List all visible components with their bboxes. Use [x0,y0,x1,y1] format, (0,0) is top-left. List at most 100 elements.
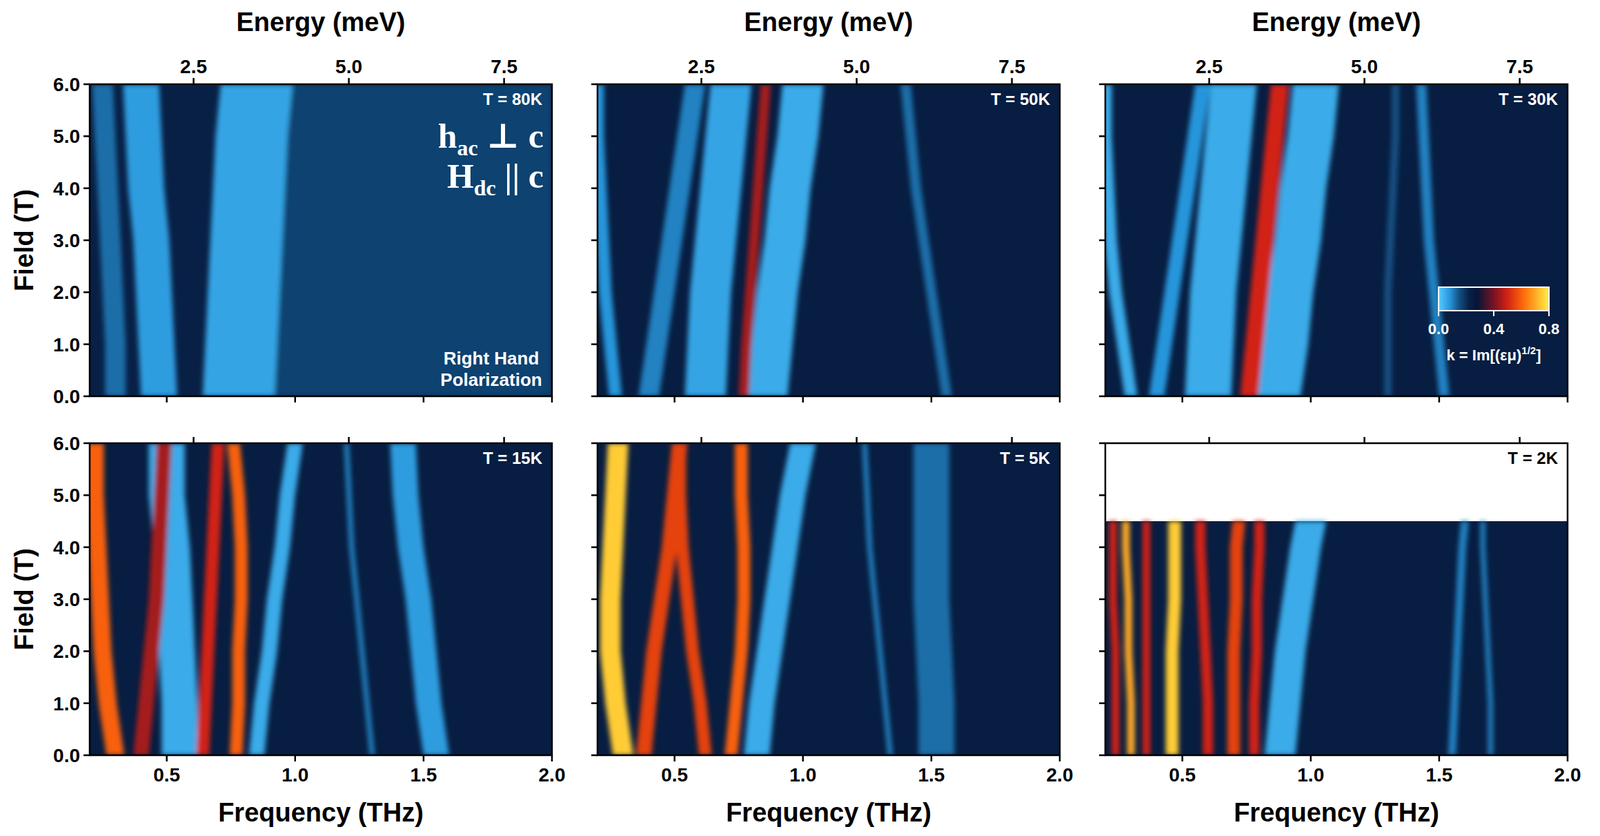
annotation-sub: dc [473,175,497,201]
frame [89,84,552,397]
x2-tick [1518,77,1521,85]
annotation: Hdc || c [447,156,544,201]
y-tick [83,83,90,86]
polarization-line: Right Hand [443,347,540,369]
mode-band [1479,520,1494,755]
x-tick [551,396,554,403]
x2-tick [502,77,506,85]
x2-tick-label: 5.0 [335,55,363,78]
colorbar-label: k = Im[(εμ)1/2] [1446,344,1541,364]
x2-tick-label: 7.5 [1506,55,1534,78]
plot-ground [597,442,1060,755]
y-axis-title: Field (T) [9,189,39,292]
y-tick [83,186,90,190]
plot-area [597,442,1060,755]
x-tick-label: 1.5 [1425,763,1453,786]
x-tick [802,396,805,403]
polarization: Right HandPolarization [440,347,542,390]
mode-band [673,442,713,755]
y-tick [1099,135,1106,138]
y-tick [1099,701,1106,704]
y-tick [591,442,598,445]
y-tick [83,395,90,398]
x2-tick [1010,436,1013,443]
y-tick [83,649,90,653]
x-tick-label: 1.0 [281,763,309,786]
mode-band [196,442,225,755]
x2-axis-title: Energy (meV) [744,7,914,37]
colorbar-label-sup: 1/2 [1521,344,1536,357]
x2-tick-label: 2.5 [1195,55,1223,78]
background-cells [597,84,1060,397]
x2-tick [347,436,350,443]
x2-tick-label: 2.5 [180,55,207,78]
y-tick [591,598,598,601]
colorbar-tick [1437,310,1440,316]
mode-band [638,84,706,397]
frame [597,84,1060,397]
mode-band [600,442,634,755]
y-axis-title: Field (T) [9,547,39,650]
plot-area [1105,442,1568,755]
y-tick-label: 3.0 [53,588,81,610]
x-tick [1438,396,1441,403]
panel-title: T = 5K [999,448,1051,468]
y-tick [83,291,90,294]
mode-band [1121,520,1135,755]
y-tick [1099,239,1106,242]
y-tick [1099,186,1106,190]
plot-ground [89,442,552,755]
colorbar-tick [1548,310,1550,316]
x-tick-label: 0.5 [1168,763,1196,786]
y-tick-label: 6.0 [53,73,81,96]
mode-band [1194,520,1213,755]
x-tick [165,754,168,762]
mode-band [1239,84,1289,397]
modes [1109,520,1494,755]
annotation-rest: || c [496,156,544,196]
y-tick-label: 1.0 [53,333,81,356]
chart: 2.55.07.50.01.02.03.04.05.06.0Energy (me… [0,0,1600,836]
x2-tick-label: 2.5 [687,55,715,78]
x2-tick [1208,436,1211,443]
y-tick-label: 1.0 [53,692,81,715]
modes [89,442,450,755]
frame [597,442,1060,755]
x2-tick [700,436,703,443]
x2-axis-title: Energy (meV) [1252,7,1422,37]
x-tick [1438,754,1441,762]
colorbar-tick-label: 0.8 [1538,320,1560,338]
frame [89,442,552,755]
x-tick-label: 0.5 [660,763,688,786]
mode-band [1415,84,1449,397]
x-tick [1059,754,1062,762]
panel-title: T = 80K [482,89,543,109]
y-tick [591,494,598,497]
x2-tick [502,436,506,443]
x2-tick [192,77,195,85]
y-tick [591,83,598,86]
modes [1105,84,1450,397]
y-tick [1099,395,1106,398]
colorbar-frame [1438,287,1549,311]
mode-band [597,84,622,397]
background-cells [89,442,552,755]
y-tick [1099,649,1106,653]
x-tick-label: 2.0 [1554,763,1582,786]
x-tick [1059,396,1062,403]
mode-band [1384,84,1400,397]
x2-tick [1363,77,1366,85]
y-tick [1099,291,1106,294]
x2-tick [1010,77,1013,85]
y-tick [1099,83,1106,86]
x-tick [802,754,805,762]
x2-tick [855,77,858,85]
mode-band [92,84,126,397]
x-tick-label: 0.5 [153,763,181,786]
mode-band [344,442,376,755]
y-tick [591,395,598,398]
x-tick-label: 2.0 [1046,763,1074,786]
annotation-main: h [438,116,458,156]
x-tick [930,754,933,762]
x-tick [1310,396,1313,403]
